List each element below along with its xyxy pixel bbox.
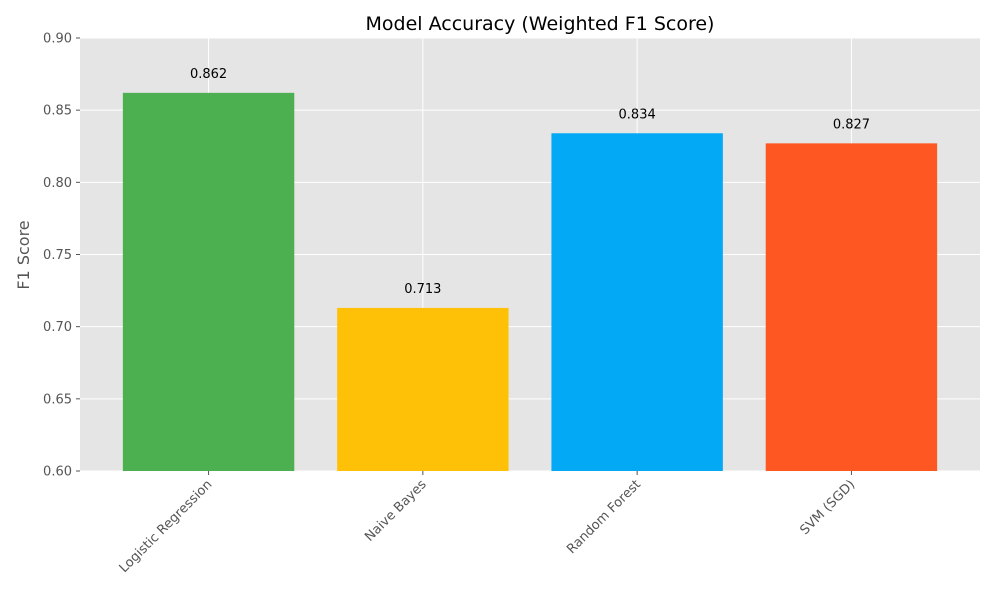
y-tick-label: 0.65 [43, 392, 72, 407]
bar-value-label: 0.862 [190, 67, 227, 82]
chart-title: Model Accuracy (Weighted F1 Score) [366, 13, 715, 35]
bar [122, 92, 295, 471]
x-tick-label: Logistic Regression [117, 477, 216, 576]
y-tick-label: 0.75 [43, 248, 72, 263]
bar [337, 307, 509, 471]
y-axis-ticks: 0.60 0.65 0.70 0.75 0.80 0.85 0.90 [43, 32, 80, 480]
bars [122, 92, 938, 471]
bar [765, 143, 938, 471]
bar-value-labels: 0.862 0.713 0.834 0.827 [190, 67, 870, 297]
bar [551, 133, 723, 471]
y-tick-label: 0.80 [43, 176, 72, 191]
y-tick-label: 0.90 [43, 32, 72, 47]
x-tick-label: SVM (SGD) [797, 477, 858, 538]
x-tick-label: Random Forest [564, 477, 644, 557]
y-tick-label: 0.85 [43, 104, 72, 119]
x-tick-label: Naive Bayes [362, 477, 430, 545]
y-tick-label: 0.70 [43, 320, 72, 335]
y-axis-label: F1 Score [14, 220, 33, 289]
x-axis-ticks: Logistic Regression Naive Bayes Random For… [117, 471, 858, 576]
bar-value-label: 0.827 [833, 117, 870, 132]
y-tick-label: 0.60 [43, 465, 72, 480]
bar-value-label: 0.834 [619, 107, 656, 122]
bar-value-label: 0.713 [404, 282, 441, 297]
